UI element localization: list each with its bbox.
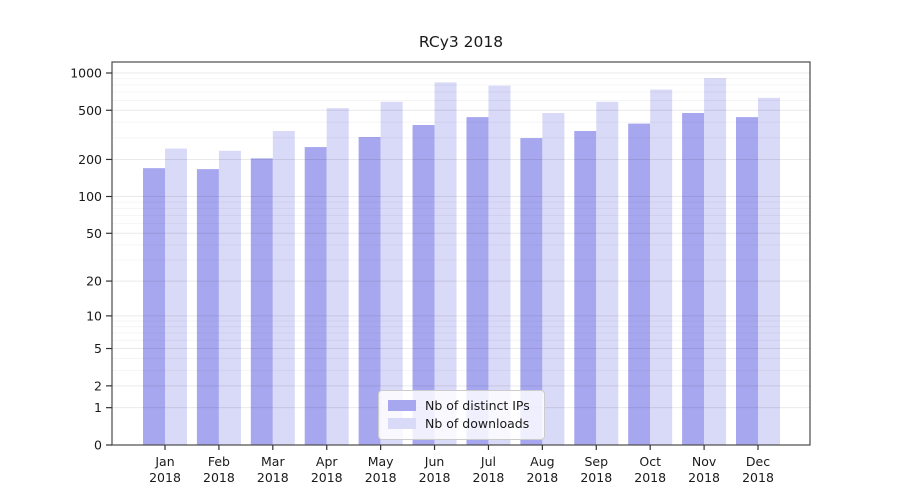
x-tick-label-year: 2018 [257,470,289,485]
bar-distinct-ips-mar [250,158,273,446]
bar-distinct-ips-apr [304,147,327,446]
bar-downloads-jun [434,82,457,446]
y-tick-label: 500 [78,103,102,118]
bar-downloads-feb [218,150,241,445]
y-tick-label: 200 [78,152,102,167]
bar-distinct-ips-nov [682,113,705,445]
x-tick-label-year: 2018 [365,470,397,485]
bar-distinct-ips-jan [143,168,165,445]
chart-title: RCy3 2018 [418,33,504,51]
x-tick-label-month: May [368,454,394,469]
bar-distinct-ips-oct [628,123,651,446]
bar-distinct-ips-jul [466,117,489,445]
y-tick-label: 10 [86,308,102,323]
x-tick-label-month: Jul [480,454,496,469]
x-tick-label-year: 2018 [526,470,558,485]
bar-distinct-ips-jun [412,125,435,446]
x-tick-label-month: Jan [154,454,174,469]
bar-distinct-ips-dec [736,117,758,445]
bar-downloads-nov [704,78,727,445]
x-tick-label-month: Dec [746,454,770,469]
bar-distinct-ips-feb [196,169,219,445]
x-tick-label-month: Mar [261,454,285,469]
x-tick-label-month: Feb [208,454,230,469]
y-tick-label: 5 [94,341,102,356]
x-tick-label-year: 2018 [473,470,505,485]
x-tick-label-year: 2018 [742,470,774,485]
bar-downloads-sep [596,101,619,445]
y-tick-label: 0 [94,438,102,453]
bar-downloads-mar [272,130,295,445]
legend: Nb of distinct IPs Nb of downloads [378,390,545,440]
plot-frame [111,61,811,446]
y-tick-label: 1000 [70,66,102,81]
x-tick-label-month: Jun [424,454,445,469]
bar-distinct-ips-aug [520,138,543,445]
x-tick-label-month: Apr [316,454,338,469]
y-tick-label: 20 [86,274,102,289]
bar-distinct-ips-may [358,136,381,445]
y-tick-label: 100 [78,189,102,204]
legend-item-distinct-ips: Nb of distinct IPs [388,397,535,414]
x-tick-label-month: Nov [692,454,717,469]
legend-label-distinct-ips: Nb of distinct IPs [425,398,530,413]
x-tick-label-year: 2018 [419,470,451,485]
x-tick-label-month: Oct [639,454,661,469]
x-tick-label-month: Sep [584,454,608,469]
bar-downloads-oct [650,89,673,445]
x-tick-label-year: 2018 [688,470,720,485]
bar-downloads-jul [488,85,511,446]
x-tick-label-year: 2018 [203,470,235,485]
bar-distinct-ips-sep [574,130,597,445]
legend-swatch-distinct-ips [388,400,416,411]
x-tick-label-year: 2018 [634,470,666,485]
legend-item-downloads: Nb of downloads [388,415,535,432]
bar-downloads-apr [326,108,349,445]
x-tick-label-year: 2018 [149,470,181,485]
bar-downloads-dec [758,97,780,445]
bar-downloads-aug [542,113,565,445]
x-tick-label-year: 2018 [580,470,612,485]
x-tick-label-month: Aug [530,454,554,469]
bar-downloads-jan [165,148,187,445]
y-tick-label: 2 [94,378,102,393]
x-tick-label-year: 2018 [311,470,343,485]
bar-downloads-may [380,101,403,445]
legend-label-downloads: Nb of downloads [425,416,530,431]
y-tick-label: 1 [94,400,102,415]
y-tick-label: 50 [86,226,102,241]
legend-swatch-downloads [388,418,416,429]
